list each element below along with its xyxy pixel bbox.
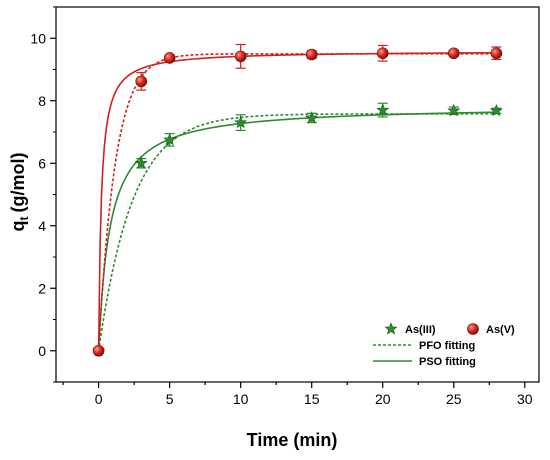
data-markers	[92, 47, 503, 357]
legend: As(III) As(V) PFO fitting PSO fitting	[373, 322, 515, 368]
x-tick-label: 25	[446, 391, 462, 407]
data-point-as3	[234, 115, 248, 129]
legend-label-as3: As(III)	[405, 324, 436, 336]
x-tick-label: 20	[375, 391, 391, 407]
tick-labels: 0 5 10 15 20 25 30 0 2 4 6 8 10	[30, 30, 532, 407]
legend-marker-as3	[384, 322, 398, 335]
y-tick-label: 0	[38, 343, 46, 359]
y-axis-title: qt (g/mol)	[8, 153, 31, 232]
data-point-as5	[305, 48, 318, 61]
y-axis-title-sub: t	[17, 217, 31, 221]
legend-label-pfo: PFO fitting	[419, 340, 475, 352]
pfo-curve-as5	[97, 53, 497, 351]
y-tick-label: 8	[38, 93, 46, 109]
data-point-as3	[447, 103, 461, 117]
legend-circle-marker	[467, 323, 479, 335]
plot-frame	[55, 6, 540, 383]
x-tick-label: 30	[517, 391, 533, 407]
y-tick-label: 4	[38, 218, 46, 234]
data-point-as5	[135, 75, 148, 88]
y-tick-label: 2	[38, 280, 46, 296]
data-point-as5	[447, 47, 460, 60]
data-point-as5	[92, 344, 105, 357]
x-tick-label: 10	[233, 391, 249, 407]
data-point-as3	[163, 132, 177, 146]
legend-marker-as5	[467, 323, 479, 335]
axis-ticks	[50, 6, 526, 388]
data-point-as3	[134, 156, 148, 169]
x-tick-label: 0	[95, 391, 103, 407]
data-point-as5	[234, 50, 247, 63]
x-tick-label: 15	[304, 391, 320, 407]
data-point-as5	[163, 52, 176, 64]
legend-label-pso: PSO fitting	[419, 356, 476, 368]
pso-curve-as5	[97, 51, 497, 351]
legend-star-marker	[384, 322, 398, 335]
data-point-as3	[489, 103, 503, 117]
legend-label-as5: As(V)	[486, 324, 515, 336]
y-tick-label: 6	[38, 155, 46, 171]
y-axis-title-main: q	[8, 221, 28, 232]
y-tick-label: 10	[30, 30, 46, 46]
pfo-curve-as3	[97, 113, 497, 351]
data-point-as3	[305, 111, 319, 124]
data-point-as5	[490, 47, 503, 60]
pso-curve-as3	[97, 111, 497, 351]
error-bars	[136, 43, 502, 169]
y-axis-title-unit: (g/mol)	[8, 153, 28, 213]
fit-curves	[97, 51, 497, 351]
data-point-as3	[376, 103, 390, 116]
x-tick-label: 5	[166, 391, 174, 407]
data-point-as5	[376, 47, 389, 60]
x-axis-title: Time (min)	[247, 430, 338, 450]
